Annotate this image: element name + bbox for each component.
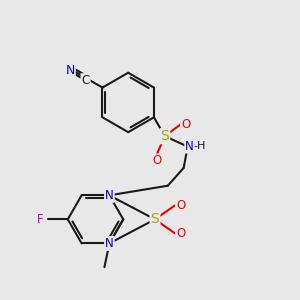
- Text: O: O: [152, 154, 161, 167]
- Text: N: N: [185, 140, 194, 153]
- Text: O: O: [181, 118, 190, 131]
- Text: O: O: [176, 227, 185, 240]
- Text: N: N: [105, 189, 114, 202]
- Text: -H: -H: [193, 141, 206, 151]
- Text: C: C: [81, 74, 90, 87]
- Text: O: O: [176, 199, 185, 212]
- Text: S: S: [160, 129, 169, 143]
- Text: F: F: [37, 213, 43, 226]
- Text: N: N: [65, 64, 75, 77]
- Text: N: N: [105, 237, 114, 250]
- Text: S: S: [151, 212, 159, 226]
